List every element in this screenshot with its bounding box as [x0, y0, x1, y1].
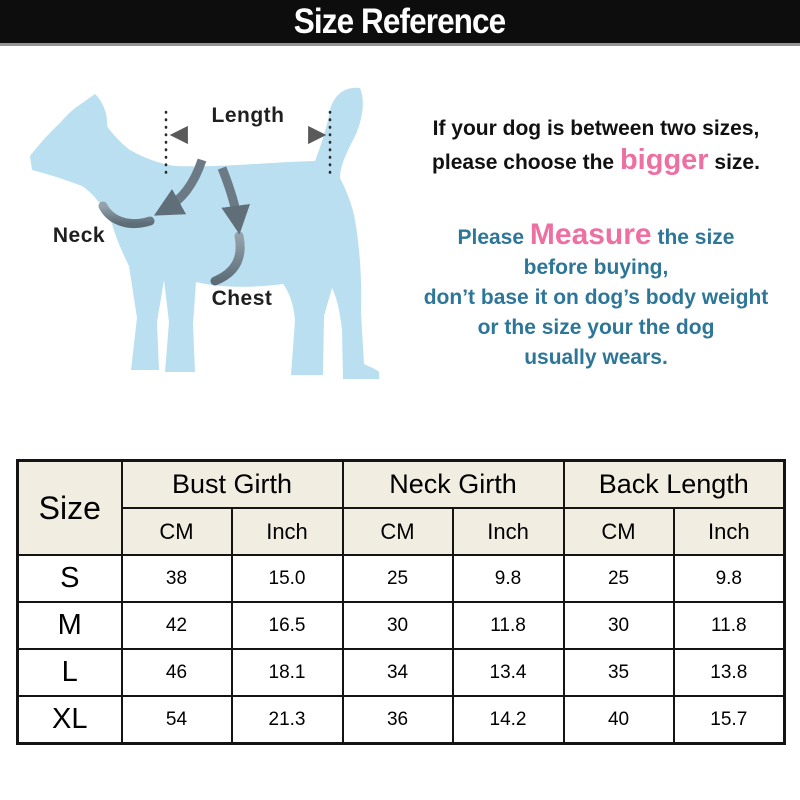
size-chart-table: Size Bust Girth Neck Girth Back Length C…	[16, 459, 787, 745]
unit-header: Inch	[672, 507, 786, 556]
measure-highlight: Measure	[529, 218, 652, 251]
size-label: L	[16, 648, 123, 697]
cell-value: 54	[120, 695, 233, 745]
cell-value: 15.7	[672, 695, 786, 745]
cell-value: 34	[341, 648, 454, 697]
cell-value: 46	[120, 648, 233, 697]
dog-silhouette	[30, 87, 379, 379]
cell-value: 15.0	[230, 554, 344, 603]
between-sizes-note: If your dog is between two sizes, please…	[432, 117, 760, 176]
cell-value: 16.5	[230, 601, 344, 650]
bigger-highlight: bigger	[619, 144, 709, 176]
unit-header: CM	[341, 507, 454, 556]
dog-diagram-svg: Length Neck Chest	[30, 87, 379, 379]
table-row-m: M 42 16.5 30 11.8 30 11.8	[16, 601, 786, 650]
page-title: Size Reference	[294, 1, 506, 41]
bust-girth-header: Bust Girth	[120, 459, 344, 509]
cell-value: 25	[562, 554, 675, 603]
cell-value: 11.8	[451, 601, 565, 650]
table-row-s: S 38 15.0 25 9.8 25 9.8	[16, 554, 786, 603]
unit-header: CM	[562, 507, 675, 556]
chest-band	[210, 231, 245, 286]
cell-value: 42	[120, 601, 233, 650]
table-row-l: L 46 18.1 34 13.4 35 13.8	[16, 648, 786, 697]
between-sizes-line1: If your dog is between two sizes,	[432, 117, 760, 140]
dog-measurement-diagram: Length Neck Chest	[10, 68, 390, 388]
cell-value: 18.1	[230, 648, 344, 697]
table-header-row-units: CM Inch CM Inch CM Inch	[18, 507, 786, 556]
cell-value: 40	[562, 695, 675, 745]
cell-value: 13.8	[672, 648, 786, 697]
sizing-advice: If your dog is between two sizes, please…	[398, 112, 794, 373]
header-bar: Size Reference	[0, 0, 800, 46]
size-label: XL	[16, 695, 123, 745]
neck-arrow	[153, 158, 207, 216]
cell-value: 30	[341, 601, 454, 650]
cell-value: 38	[120, 554, 233, 603]
neck-band	[98, 201, 155, 229]
cell-value: 14.2	[451, 695, 565, 745]
back-length-header: Back Length	[562, 459, 786, 509]
table-row-xl: XL 54 21.3 36 14.2 40 15.7	[16, 695, 786, 745]
unit-header: Inch	[230, 507, 344, 556]
cell-value: 9.8	[672, 554, 786, 603]
unit-header: Inch	[451, 507, 565, 556]
cell-value: 11.8	[672, 601, 786, 650]
cell-value: 13.4	[451, 648, 565, 697]
measure-note: Please Measure the size before buying, d…	[423, 218, 769, 370]
size-label: S	[16, 554, 123, 603]
unit-header: CM	[120, 507, 233, 556]
cell-value: 36	[341, 695, 454, 745]
size-label: M	[16, 601, 123, 650]
neck-girth-header: Neck Girth	[341, 459, 565, 509]
chest-label: Chest	[212, 287, 273, 310]
chest-arrow	[217, 166, 250, 235]
length-label: Length	[212, 104, 285, 127]
cell-value: 30	[562, 601, 675, 650]
cell-value: 25	[341, 554, 454, 603]
cell-value: 35	[562, 648, 675, 697]
table-header-row-groups: Size Bust Girth Neck Girth Back Length	[16, 459, 786, 556]
neck-label: Neck	[53, 224, 105, 247]
cell-value: 21.3	[230, 695, 344, 745]
size-column-header: Size	[16, 459, 123, 556]
cell-value: 9.8	[451, 554, 565, 603]
